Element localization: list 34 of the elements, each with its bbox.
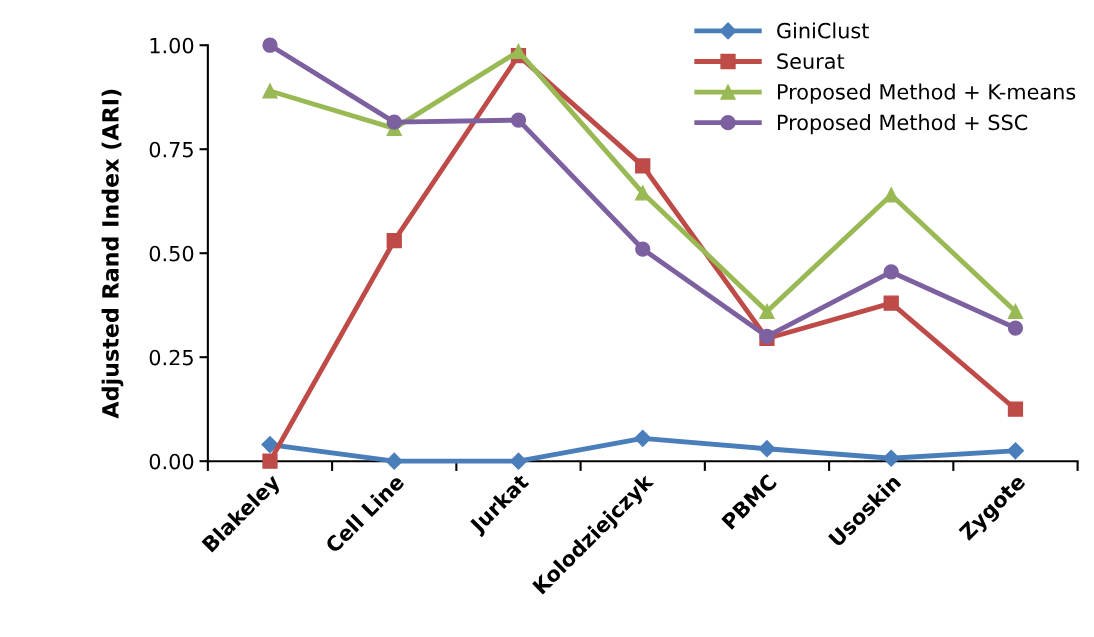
point: [262, 453, 278, 469]
point: [1007, 320, 1024, 336]
point: [510, 112, 527, 128]
point: [1007, 303, 1024, 320]
point: [882, 449, 900, 467]
y-axis-title: Adjusted Rand Index (ARI): [101, 89, 124, 419]
point: [262, 37, 278, 53]
point: [262, 83, 278, 99]
point: [509, 452, 528, 470]
point: [386, 233, 402, 249]
y-tick-label: 0.25: [149, 349, 193, 366]
point: [385, 452, 403, 470]
legend-label: GiniClust: [777, 22, 869, 39]
legend-label: Seurat: [777, 53, 845, 70]
y-tick-label: 1.00: [150, 37, 194, 54]
point: [883, 264, 899, 280]
point: [883, 187, 899, 203]
point: [635, 185, 651, 201]
point: [883, 295, 899, 311]
y-tick-label: 0.50: [149, 245, 194, 262]
point: [1007, 401, 1024, 417]
point: [635, 241, 651, 257]
y-tick-label: 0.75: [149, 141, 193, 158]
y-tick-label: 0.00: [149, 453, 194, 470]
point: [386, 114, 402, 130]
point: [758, 440, 776, 458]
point: [510, 43, 527, 60]
point: [759, 303, 775, 320]
legend-label: Proposed Method + SSC: [777, 114, 1028, 135]
point: [634, 429, 652, 447]
point: [1006, 442, 1025, 460]
legend-label: Proposed Method + K-means: [777, 83, 1076, 104]
point: [261, 435, 279, 454]
point: [635, 158, 651, 174]
